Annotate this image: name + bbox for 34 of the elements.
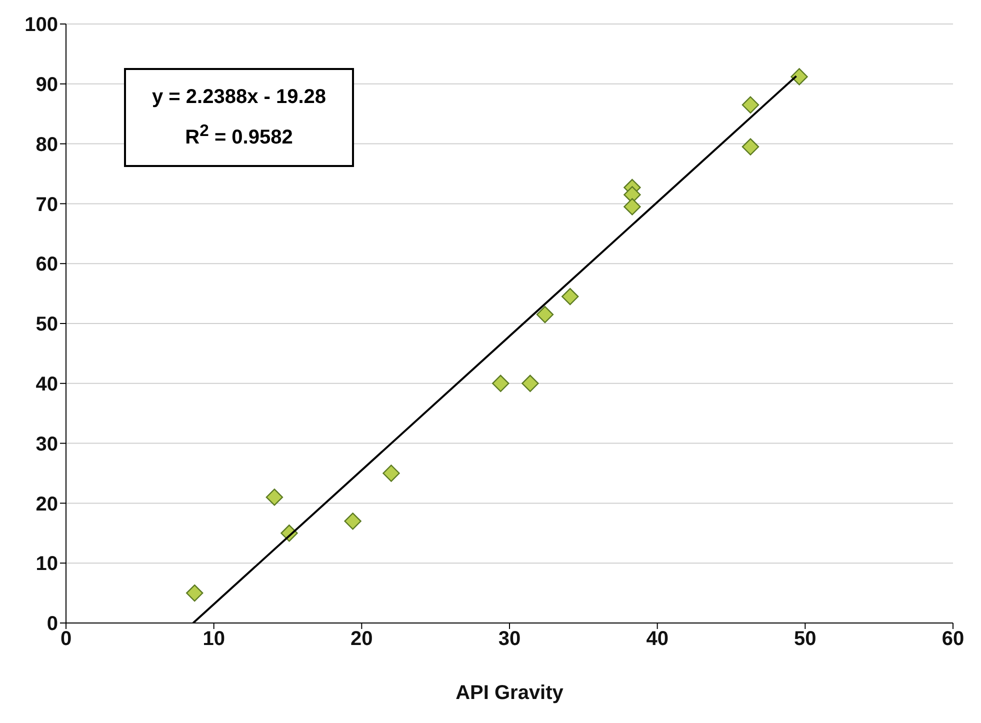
annotation: y = 2.2388x - 19.28 [152, 85, 326, 110]
y-tick-label: 30 [36, 433, 58, 456]
point [186, 584, 204, 602]
x-tick-label: 0 [60, 628, 72, 650]
y-tick-label: 90 [36, 74, 58, 96]
point [742, 96, 760, 114]
y-tick-label: 40 [36, 374, 58, 396]
point [536, 306, 554, 324]
point [562, 288, 579, 306]
x-tick-label: 40 [646, 628, 668, 650]
x-tick-label: 10 [202, 628, 225, 650]
annotation: R$^{2}$ = 0.9582 [184, 120, 294, 151]
point [624, 198, 641, 216]
y-tick-label: 100 [24, 14, 58, 36]
y-tick-label: 10 [36, 553, 58, 576]
y-tick-label: 0 [46, 613, 58, 636]
x-tick-label: 60 [942, 628, 964, 650]
point [344, 512, 362, 530]
y-tick-label: 70 [36, 194, 58, 216]
y-tick-label: 60 [36, 254, 58, 276]
point [492, 374, 510, 392]
x-tick-label: 50 [794, 628, 816, 650]
y-tick-label: 80 [36, 134, 58, 156]
y-tick-label: 20 [36, 493, 58, 516]
point [382, 464, 400, 482]
x-tick-label: 20 [350, 628, 373, 650]
point [742, 138, 760, 156]
point [266, 488, 284, 506]
y-tick-label: 50 [36, 314, 58, 336]
equation-box: y = 2.2388x - 19.28 R$^{2}$ = 0.9582 [124, 68, 354, 167]
x-tick-label: 30 [498, 628, 521, 650]
point [522, 374, 539, 392]
point [790, 68, 808, 86]
x-axis-title: API Gravity [456, 682, 564, 704]
